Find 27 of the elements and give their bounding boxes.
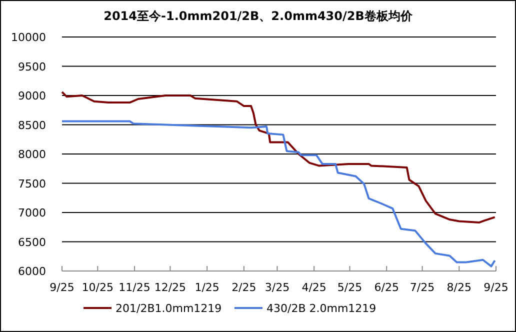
y-tick-label: 6000 <box>18 265 46 278</box>
y-tick-label: 9000 <box>18 90 46 102</box>
y-tick-label: 6500 <box>18 236 46 249</box>
y-tick-label: 8000 <box>18 148 46 161</box>
chart-title: 2014至今-1.0mm201/2B、2.0mm430/2B卷板均价 <box>104 9 414 23</box>
y-tick-label: 10000 <box>11 31 46 44</box>
x-tick-label: 8/25 <box>446 281 472 294</box>
x-tick-label: 11/25 <box>118 281 150 294</box>
legend-label: 430/2B 2.0mm1219 <box>266 302 376 315</box>
x-tick-label: 9/25 <box>484 281 508 294</box>
x-tick-label: 9/25 <box>50 281 74 294</box>
x-tick-label: 1/25 <box>194 281 220 294</box>
y-tick-label: 8500 <box>18 118 46 132</box>
x-tick-label: 6/25 <box>374 281 399 294</box>
legend-label: 201/2B1.0mm1219 <box>116 302 222 315</box>
x-tick-label: 10/25 <box>82 281 114 294</box>
y-tick-label: 9500 <box>18 60 46 74</box>
y-tick-label: 7000 <box>18 206 46 220</box>
line-series <box>61 90 496 224</box>
x-tick-label: 2/25 <box>232 281 256 294</box>
x-tick-label: 5/25 <box>337 281 362 294</box>
x-tick-label: 7/25 <box>410 281 435 294</box>
x-tick-label: 4/25 <box>302 281 326 294</box>
line-series <box>61 120 496 268</box>
y-tick-label: 7500 <box>18 177 46 190</box>
x-tick-label: 3/25 <box>264 281 290 294</box>
x-tick-label: 12/25 <box>154 281 186 294</box>
